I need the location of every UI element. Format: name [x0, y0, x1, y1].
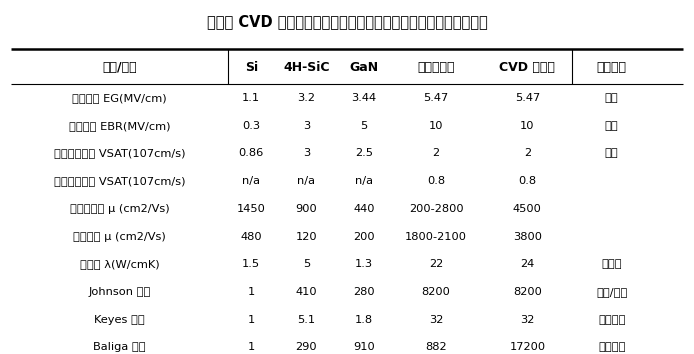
Text: 410: 410 — [296, 287, 317, 297]
Text: 2: 2 — [432, 148, 440, 158]
Text: 1: 1 — [248, 342, 255, 353]
Text: 24: 24 — [520, 259, 534, 269]
Text: n/a: n/a — [355, 176, 373, 186]
Text: 10: 10 — [520, 121, 534, 131]
Text: 17200: 17200 — [509, 342, 545, 353]
Text: 10: 10 — [429, 121, 443, 131]
Text: 882: 882 — [425, 342, 447, 353]
Text: 290: 290 — [296, 342, 317, 353]
Text: 910: 910 — [353, 342, 375, 353]
Text: 440: 440 — [353, 204, 375, 214]
Text: CVD 金刚石: CVD 金刚石 — [500, 61, 555, 74]
Text: 4500: 4500 — [513, 204, 542, 214]
Text: 功率/频率: 功率/频率 — [596, 287, 627, 297]
Text: 空穴饱和速率 VSAT(107cm/s): 空穴饱和速率 VSAT(107cm/s) — [53, 176, 185, 186]
Text: 2.5: 2.5 — [355, 148, 373, 158]
Text: 高压: 高压 — [605, 121, 618, 131]
Text: 8200: 8200 — [513, 287, 542, 297]
Text: 应用优势: 应用优势 — [597, 61, 627, 74]
Text: 32: 32 — [429, 315, 443, 325]
Text: 5: 5 — [360, 121, 368, 131]
Text: 3.44: 3.44 — [351, 93, 376, 103]
Text: 禁带宽度 EG(MV/cm): 禁带宽度 EG(MV/cm) — [72, 93, 167, 103]
Text: 5.1: 5.1 — [297, 315, 316, 325]
Text: Si: Si — [245, 61, 258, 74]
Text: 电子迁移率 μ (cm2/Vs): 电子迁移率 μ (cm2/Vs) — [69, 204, 169, 214]
Text: 3: 3 — [303, 148, 310, 158]
Text: 高功率: 高功率 — [602, 259, 622, 269]
Text: 0.8: 0.8 — [518, 176, 536, 186]
Text: Johnson 指数: Johnson 指数 — [88, 287, 151, 297]
Text: 200: 200 — [353, 232, 375, 241]
Text: 空穴迁移 μ (cm2/Vs): 空穴迁移 μ (cm2/Vs) — [73, 232, 166, 241]
Text: 击穿场强 EBR(MV/cm): 击穿场强 EBR(MV/cm) — [69, 121, 170, 131]
Text: 0.86: 0.86 — [239, 148, 264, 158]
Text: 高温: 高温 — [605, 93, 618, 103]
Text: 天然金刚石: 天然金刚石 — [417, 61, 455, 74]
Text: n/a: n/a — [298, 176, 315, 186]
Text: 热导率 λ(W/cmK): 热导率 λ(W/cmK) — [80, 259, 160, 269]
Text: 280: 280 — [353, 287, 375, 297]
Text: 8200: 8200 — [422, 287, 450, 297]
Text: 480: 480 — [241, 232, 262, 241]
Text: 32: 32 — [520, 315, 534, 325]
Text: 2: 2 — [524, 148, 531, 158]
Text: 单级高频: 单级高频 — [598, 342, 625, 353]
Text: 1.8: 1.8 — [355, 315, 373, 325]
Text: 0.3: 0.3 — [242, 121, 260, 131]
Text: 1450: 1450 — [237, 204, 266, 214]
Text: 电子饱和速率 VSAT(107cm/s): 电子饱和速率 VSAT(107cm/s) — [53, 148, 185, 158]
Text: 天然及 CVD 金刚石与其他半导体材料的物理特性和其潜在电学应用: 天然及 CVD 金刚石与其他半导体材料的物理特性和其潜在电学应用 — [207, 15, 487, 30]
Text: 1800-2100: 1800-2100 — [405, 232, 467, 241]
Text: 高频: 高频 — [605, 148, 618, 158]
Text: 3800: 3800 — [513, 232, 542, 241]
Text: 1: 1 — [248, 315, 255, 325]
Text: 热晶体管: 热晶体管 — [598, 315, 625, 325]
Text: Baliga 指数: Baliga 指数 — [93, 342, 146, 353]
Text: 120: 120 — [296, 232, 317, 241]
Text: 22: 22 — [429, 259, 443, 269]
Text: n/a: n/a — [242, 176, 260, 186]
Text: 5: 5 — [303, 259, 310, 269]
Text: 1.3: 1.3 — [355, 259, 373, 269]
Text: 3: 3 — [303, 121, 310, 131]
Text: 900: 900 — [296, 204, 317, 214]
Text: 1: 1 — [248, 287, 255, 297]
Text: GaN: GaN — [349, 61, 378, 74]
Text: 5.47: 5.47 — [515, 93, 540, 103]
Text: 200-2800: 200-2800 — [409, 204, 464, 214]
Text: 3.2: 3.2 — [298, 93, 315, 103]
Text: 5.47: 5.47 — [423, 93, 449, 103]
Text: 特性/材料: 特性/材料 — [102, 61, 137, 74]
Text: 1.1: 1.1 — [242, 93, 260, 103]
Text: Keyes 指数: Keyes 指数 — [94, 315, 145, 325]
Text: 0.8: 0.8 — [427, 176, 446, 186]
Text: 1.5: 1.5 — [242, 259, 260, 269]
Text: 4H-SiC: 4H-SiC — [283, 61, 330, 74]
